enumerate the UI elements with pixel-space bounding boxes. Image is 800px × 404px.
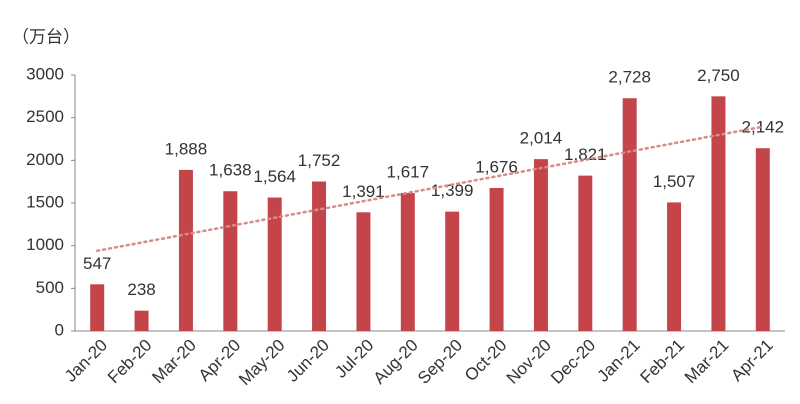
x-tick-label: Jan-21 <box>593 336 643 386</box>
data-label: 2,014 <box>520 129 563 148</box>
x-tick-label: Sep-20 <box>414 336 466 388</box>
bar <box>223 191 238 331</box>
data-label: 1,752 <box>298 151 341 170</box>
x-tick-label: Jan-20 <box>61 336 111 386</box>
bar <box>711 96 726 331</box>
x-tick-label: Feb-21 <box>637 336 689 388</box>
data-label: 1,507 <box>653 172 696 191</box>
bar <box>489 187 504 331</box>
data-label: 1,638 <box>209 161 252 180</box>
x-tick-label: Feb-20 <box>104 336 156 388</box>
data-label: 2,750 <box>697 66 740 85</box>
x-tick-label: Mar-20 <box>148 336 200 388</box>
x-tick-label: Mar-21 <box>681 336 733 388</box>
y-tick-label: 1000 <box>26 235 64 254</box>
bar <box>267 197 282 331</box>
bar <box>400 193 415 331</box>
x-tick-label: Dec-20 <box>547 336 599 388</box>
x-tick-label: Jun-20 <box>283 336 333 386</box>
bar <box>755 148 770 331</box>
bar <box>667 202 682 331</box>
data-label: 1,617 <box>387 163 430 182</box>
y-tick-label: 0 <box>55 320 64 339</box>
data-label: 1,888 <box>165 139 208 158</box>
data-label: 1,821 <box>564 145 607 164</box>
bar <box>445 211 460 331</box>
data-label: 238 <box>127 280 155 299</box>
unit-label: （万台） <box>12 27 80 46</box>
x-tick-label: May-20 <box>235 336 289 390</box>
x-tick-label: Nov-20 <box>503 336 555 388</box>
bar <box>178 169 193 331</box>
y-tick-label: 3000 <box>26 64 64 83</box>
bar <box>312 181 327 331</box>
data-label: 2,142 <box>742 118 785 137</box>
trendline <box>95 125 765 253</box>
bar <box>533 159 548 331</box>
data-label: 1,391 <box>342 182 385 201</box>
x-tick-label: Oct-20 <box>461 336 511 386</box>
bar <box>134 310 149 331</box>
y-tick-label: 1500 <box>26 192 64 211</box>
y-tick-label: 2500 <box>26 107 64 126</box>
x-tick-label: Aug-20 <box>370 336 422 388</box>
data-label: 1,564 <box>253 167 296 186</box>
y-tick-label: 500 <box>36 278 64 297</box>
bar <box>622 98 637 331</box>
x-tick-label: Apr-21 <box>727 336 777 386</box>
data-label: 2,728 <box>608 68 651 87</box>
bar <box>90 284 105 331</box>
data-label: 547 <box>83 254 111 273</box>
y-tick-label: 2000 <box>26 150 64 169</box>
data-label: 1,676 <box>475 157 518 176</box>
bar <box>356 212 371 331</box>
bar <box>578 175 593 331</box>
